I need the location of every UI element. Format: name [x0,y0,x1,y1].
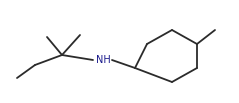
Text: NH: NH [96,55,110,65]
